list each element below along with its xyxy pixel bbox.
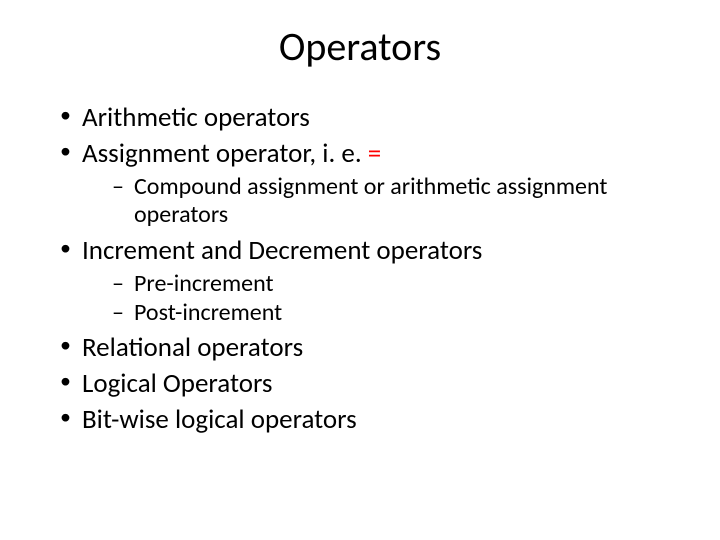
sub-bullet-text: Pre-increment: [134, 269, 274, 298]
bullet-logical: Logical Operators: [58, 367, 680, 401]
bullet-list-level2: Pre-increment Post-increment: [82, 270, 680, 328]
bullet-increment: Increment and Decrement operators Pre-in…: [58, 234, 680, 327]
sub-bullet-postincrement: Post-increment: [112, 299, 680, 328]
bullet-list-level1: Arithmetic operators Assignment operator…: [40, 101, 680, 437]
bullet-text: Logical Operators: [82, 367, 273, 400]
sub-bullet-compound: Compound assignment or arithmetic assign…: [112, 173, 680, 231]
bullet-relational: Relational operators: [58, 331, 680, 365]
bullet-text: Increment and Decrement operators: [82, 234, 482, 267]
bullet-assignment: Assignment operator, i. e. = Compound as…: [58, 137, 680, 230]
bullet-list-level2: Compound assignment or arithmetic assign…: [82, 173, 680, 231]
sub-bullet-text: Post-increment: [134, 298, 282, 327]
bullet-bitwise: Bit-wise logical operators: [58, 403, 680, 437]
bullet-arithmetic: Arithmetic operators: [58, 101, 680, 135]
sub-bullet-preincrement: Pre-increment: [112, 270, 680, 299]
bullet-text: Arithmetic operators: [82, 101, 310, 134]
bullet-text: Relational operators: [82, 331, 303, 364]
slide-container: Operators Arithmetic operators Assignmen…: [0, 0, 720, 540]
equals-sign: =: [368, 137, 381, 170]
bullet-text-prefix: Assignment operator, i. e.: [82, 137, 368, 170]
sub-bullet-text: Compound assignment or arithmetic assign…: [134, 172, 607, 230]
bullet-text: Bit-wise logical operators: [82, 403, 357, 436]
slide-title: Operators: [40, 22, 680, 71]
